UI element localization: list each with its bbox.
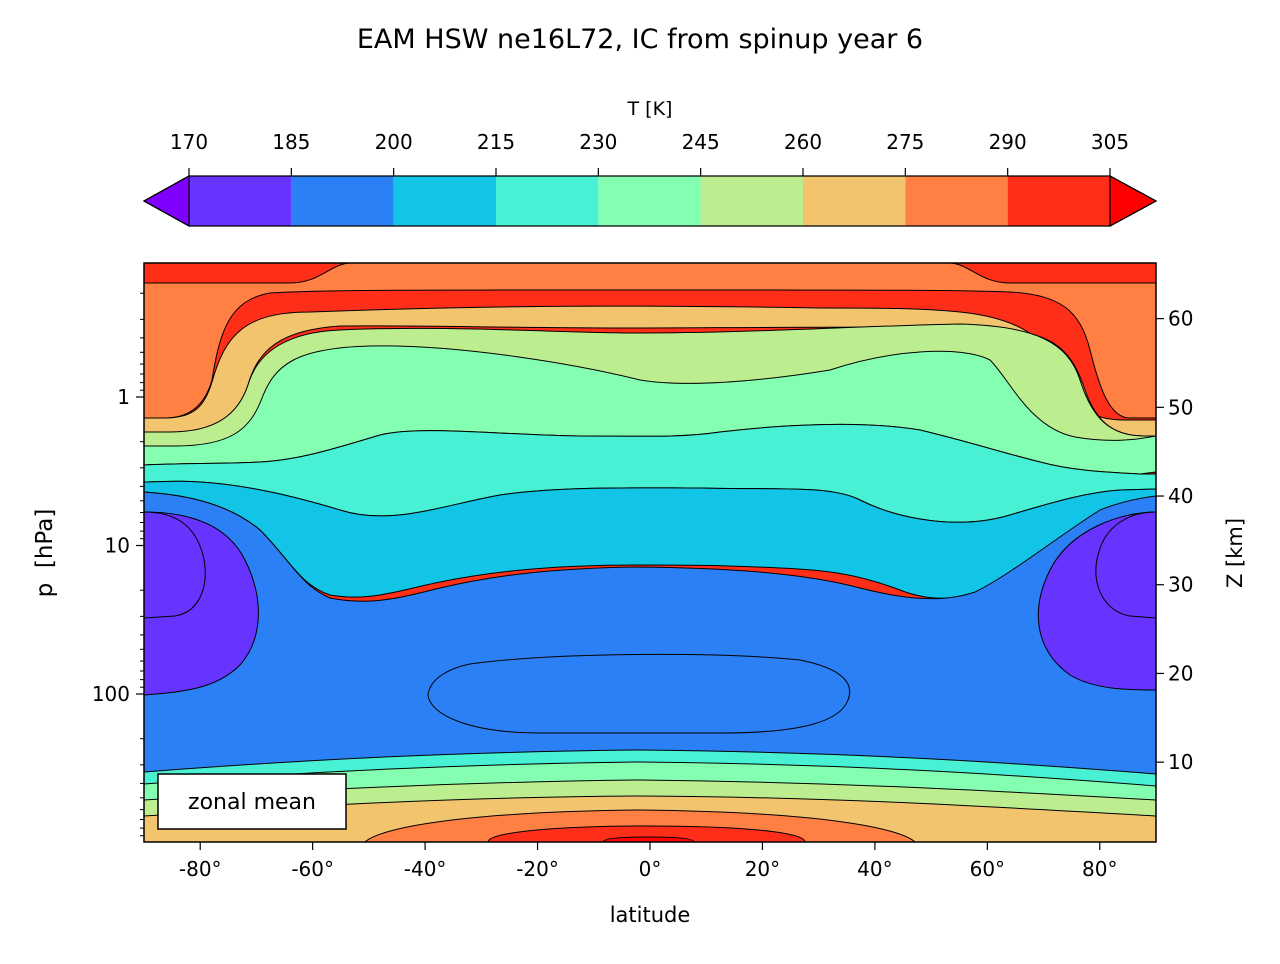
x-tick-label: 40° <box>857 857 892 881</box>
z-tick-label: 20 <box>1168 661 1193 685</box>
contour-290-305-lower <box>487 825 806 842</box>
colorbar-segment <box>803 176 906 226</box>
colorbar-under-triangle <box>142 174 190 228</box>
colorbar-tick-label: 245 <box>682 130 720 154</box>
z-axis-ticks: 10 20 30 40 50 60 <box>1156 307 1193 774</box>
x-tick-label: -60° <box>291 857 334 881</box>
contour-185-200 <box>144 491 1156 775</box>
contour-185-200 <box>427 653 851 734</box>
annotation-text: zonal mean <box>188 790 316 815</box>
z-tick-label: 30 <box>1168 573 1193 597</box>
colorbar-tick-label: 215 <box>477 130 515 154</box>
x-tick-label: -80° <box>179 857 222 881</box>
z-tick-label: 10 <box>1168 750 1193 774</box>
z-tick-label: 50 <box>1168 395 1193 419</box>
x-tick-label: 80° <box>1082 857 1117 881</box>
y-axis-minor-ticks <box>140 292 144 837</box>
y-tick-label: 10 <box>105 534 130 558</box>
colorbar-segment <box>905 176 1008 226</box>
colorbar-segment <box>189 176 292 226</box>
x-tick-label: 60° <box>970 857 1005 881</box>
colorbar-label: T [K] <box>627 98 673 120</box>
y-axis-ticks: 1 10 100 <box>92 385 144 706</box>
chart-title: EAM HSW ne16L72, IC from spinup year 6 <box>357 24 923 55</box>
colorbar-segment <box>291 176 394 226</box>
colorbar-segment <box>598 176 701 226</box>
colorbar-segments <box>189 176 1110 226</box>
contour-plot: -80° -60° -40° -20° 0° 20° 40° 60° 80° 1 10 100 10… <box>92 262 1193 881</box>
z-tick-label: 40 <box>1168 484 1193 508</box>
colorbar-segment <box>1007 176 1110 226</box>
colorbar-ticks: 170 185 200 215 230 245 260 275 290 305 <box>170 130 1129 176</box>
x-tick-label: 20° <box>745 857 780 881</box>
y-axis-label: p [hPa] <box>32 509 58 598</box>
colorbar-over-triangle <box>1109 174 1158 228</box>
x-tick-label: -20° <box>516 857 559 881</box>
colorbar-segment <box>496 176 599 226</box>
x-tick-label: -40° <box>404 857 447 881</box>
colorbar-tick-label: 260 <box>784 130 822 154</box>
contour-170-185 <box>144 511 1156 696</box>
colorbar-tick-label: 305 <box>1091 130 1129 154</box>
x-axis-label: latitude <box>610 903 691 927</box>
colorbar-segment <box>700 176 803 226</box>
colorbar-segment <box>393 176 496 226</box>
colorbar-tick-label: 275 <box>886 130 924 154</box>
colorbar-tick-label: 170 <box>170 130 208 154</box>
contour-275-290 <box>144 263 1156 419</box>
x-axis-ticks: -80° -60° -40° -20° 0° 20° 40° 60° 80° <box>179 842 1118 881</box>
colorbar-tick-label: 290 <box>989 130 1027 154</box>
z-tick-label: 60 <box>1168 307 1193 331</box>
colorbar: T [K] 170 185 200 215 230 245 260 275 290 305 <box>142 98 1158 228</box>
colorbar-tick-label: 200 <box>375 130 413 154</box>
colorbar-tick-label: 230 <box>579 130 617 154</box>
zonal-mean-annotation: zonal mean <box>157 773 347 830</box>
z-axis-label: Z [km] <box>1223 518 1247 588</box>
colorbar-tick-label: 185 <box>272 130 310 154</box>
y-tick-label: 1 <box>117 385 130 409</box>
contour-over-305 <box>602 836 695 842</box>
contour-lowest-170 <box>144 511 1156 619</box>
x-tick-label: 0° <box>639 857 662 881</box>
y-tick-label: 100 <box>92 682 130 706</box>
